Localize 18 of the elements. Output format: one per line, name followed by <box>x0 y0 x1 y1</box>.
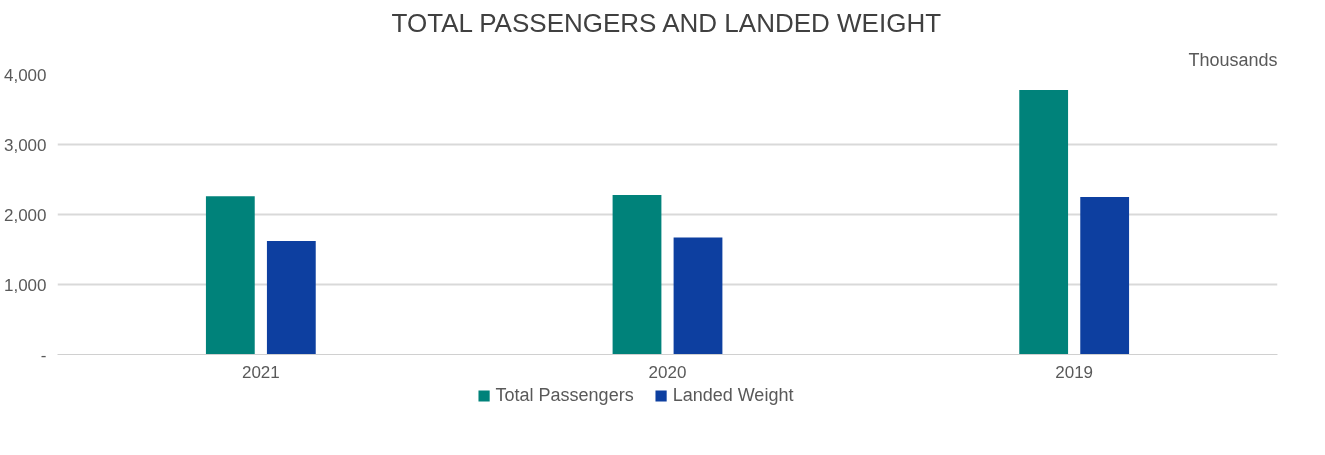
bar <box>1019 89 1069 355</box>
bar <box>612 194 662 355</box>
y-tick-label: 4,000 <box>3 65 47 85</box>
y-tick-label: 3,000 <box>3 135 47 155</box>
bar <box>205 196 255 355</box>
x-tick-label: 2019 <box>1055 362 1094 382</box>
legend-label: Landed Weight <box>672 384 794 406</box>
y-tick-label: 1,000 <box>3 275 47 295</box>
bar <box>1080 197 1130 355</box>
x-tick-label: 2020 <box>648 362 687 382</box>
bar <box>266 241 316 355</box>
y-tick-label: - <box>40 345 47 365</box>
y-axis-title: Thousands <box>1188 49 1278 70</box>
legend-label: Total Passengers <box>495 384 634 406</box>
bar <box>673 237 723 355</box>
y-tick-label: 2,000 <box>3 205 47 225</box>
x-tick-label: 2021 <box>241 362 280 382</box>
chart-title: TOTAL PASSENGERS AND LANDED WEIGHT <box>391 7 942 38</box>
